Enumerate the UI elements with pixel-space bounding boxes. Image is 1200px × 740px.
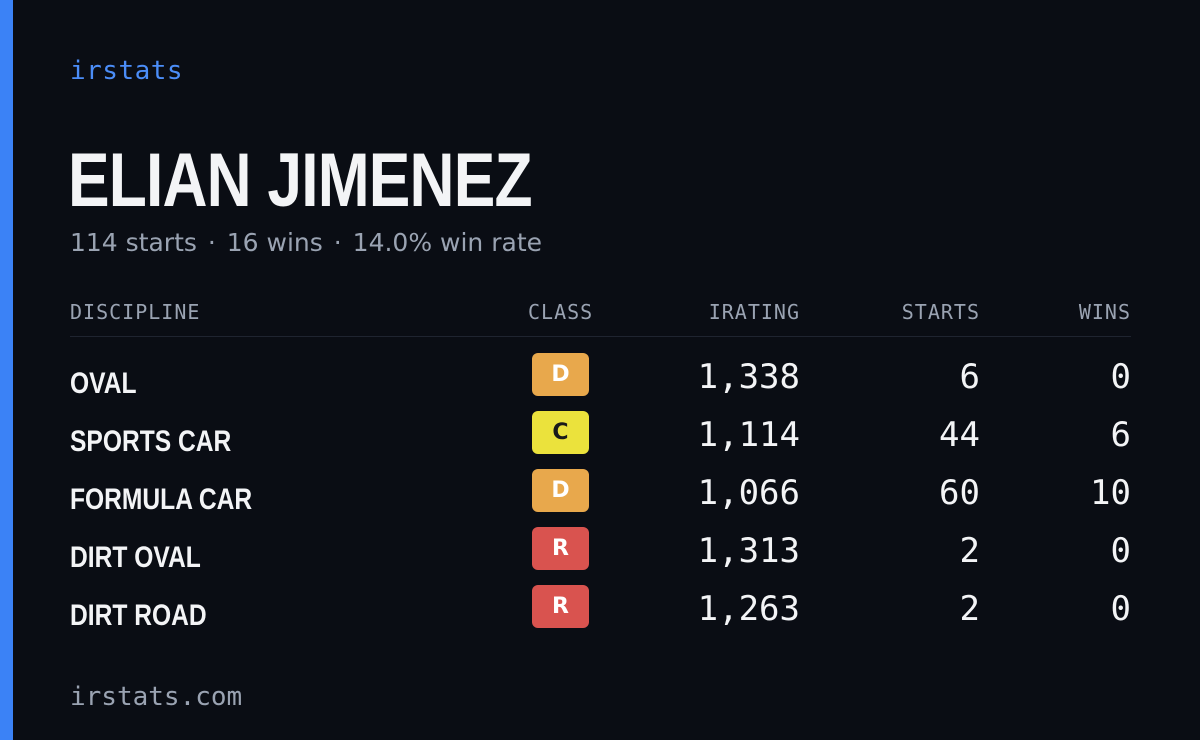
summary-starts: 114 starts bbox=[70, 228, 197, 257]
wins-value: 0 bbox=[1110, 357, 1131, 397]
driver-summary: 114 starts · 16 wins · 14.0% win rate bbox=[70, 228, 542, 257]
irating-value: 1,263 bbox=[697, 589, 800, 629]
wins-value: 6 bbox=[1110, 415, 1131, 455]
driver-name: ELIAN JIMENEZ bbox=[68, 138, 533, 223]
class-badge: R bbox=[532, 527, 589, 570]
table-row: DIRT OVAL R 1,313 2 0 bbox=[70, 527, 1131, 585]
irating-value: 1,338 bbox=[697, 357, 800, 397]
table-row: SPORTS CAR C 1,114 44 6 bbox=[70, 411, 1131, 469]
header-starts: STARTS bbox=[901, 300, 980, 324]
starts-value: 2 bbox=[959, 531, 980, 571]
summary-win-rate: 14.0% win rate bbox=[352, 228, 543, 257]
summary-separator: · bbox=[207, 228, 216, 257]
discipline-table: DISCIPLINE CLASS IRATING STARTS WINS OVA… bbox=[70, 296, 1131, 643]
table-body: OVAL D 1,338 6 0 SPORTS CAR C 1,114 44 6 FORMULA C… bbox=[70, 353, 1131, 643]
wins-value: 0 bbox=[1110, 589, 1131, 629]
footer-url: irstats.com bbox=[70, 682, 243, 712]
discipline-name: FORMULA CAR bbox=[70, 483, 253, 516]
class-badge: D bbox=[532, 469, 589, 512]
class-badge: R bbox=[532, 585, 589, 628]
header-class: CLASS bbox=[528, 300, 594, 324]
summary-separator: · bbox=[333, 228, 342, 257]
discipline-name: OVAL bbox=[70, 367, 137, 400]
table-row: DIRT ROAD R 1,263 2 0 bbox=[70, 585, 1131, 643]
summary-wins: 16 wins bbox=[226, 228, 323, 257]
header-irating: IRATING bbox=[708, 300, 800, 324]
brand-logo-text: irstats bbox=[70, 56, 184, 86]
starts-value: 2 bbox=[959, 589, 980, 629]
header-discipline: DISCIPLINE bbox=[70, 300, 201, 324]
irating-value: 1,114 bbox=[697, 415, 800, 455]
starts-value: 44 bbox=[939, 415, 980, 455]
class-badge: D bbox=[532, 353, 589, 396]
table-header: DISCIPLINE CLASS IRATING STARTS WINS bbox=[70, 296, 1131, 337]
class-badge: C bbox=[532, 411, 589, 454]
irating-value: 1,066 bbox=[697, 473, 800, 513]
discipline-name: SPORTS CAR bbox=[70, 425, 232, 458]
header-wins: WINS bbox=[1078, 300, 1131, 324]
starts-value: 60 bbox=[939, 473, 980, 513]
table-row: OVAL D 1,338 6 0 bbox=[70, 353, 1131, 411]
table-row: FORMULA CAR D 1,066 60 10 bbox=[70, 469, 1131, 527]
wins-value: 10 bbox=[1090, 473, 1131, 513]
wins-value: 0 bbox=[1110, 531, 1131, 571]
discipline-name: DIRT ROAD bbox=[70, 599, 207, 632]
irating-value: 1,313 bbox=[697, 531, 800, 571]
starts-value: 6 bbox=[959, 357, 980, 397]
accent-bar bbox=[0, 0, 13, 740]
discipline-name: DIRT OVAL bbox=[70, 541, 201, 574]
